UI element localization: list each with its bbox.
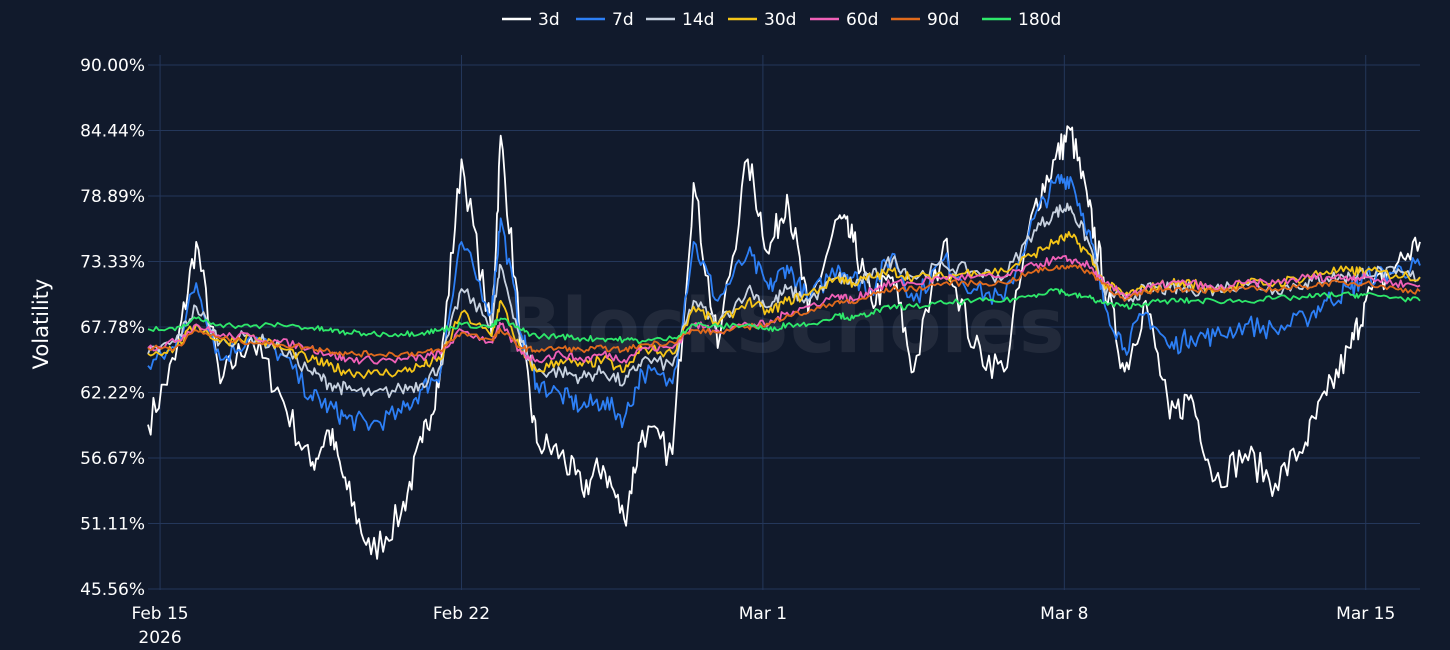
x-tick-label: Feb 15 <box>131 604 188 624</box>
y-tick-label: 78.89% <box>80 187 145 207</box>
series-lines <box>147 125 1421 560</box>
series-line-3d <box>147 125 1421 560</box>
series-line-60d <box>147 254 1421 365</box>
x-tick-label: Mar 8 <box>1040 604 1088 624</box>
legend-item-14d[interactable]: 14d <box>646 10 714 30</box>
legend-item-3d[interactable]: 3d <box>502 10 560 30</box>
legend-label: 180d <box>1018 10 1061 30</box>
y-tick-label: 62.22% <box>80 384 145 404</box>
x-tick-label: Feb 22 <box>433 604 490 624</box>
y-tick-label: 90.00% <box>80 56 145 76</box>
y-tick-label: 45.56% <box>80 580 145 600</box>
legend-label: 7d <box>612 10 634 30</box>
legend-label: 30d <box>764 10 796 30</box>
legend: 3d 7d 14d 30d 60d 90d 180d <box>502 10 1061 30</box>
x-tick-label: Mar 1 <box>739 604 787 624</box>
y-tick-label: 51.11% <box>80 515 145 535</box>
legend-label: 14d <box>682 10 714 30</box>
legend-label: 90d <box>927 10 959 30</box>
y-tick-label: 84.44% <box>80 122 145 142</box>
legend-item-7d[interactable]: 7d <box>576 10 634 30</box>
y-axis-ticks: 45.56% 51.11% 56.67% 62.22% 67.78% 73.33% 78.8… <box>80 56 145 600</box>
series-line-180d <box>147 288 1421 345</box>
legend-item-180d[interactable]: 180d <box>982 10 1061 30</box>
y-axis-label: Volatility <box>29 279 53 370</box>
legend-item-60d[interactable]: 60d <box>810 10 878 30</box>
series-line-7d <box>147 173 1421 432</box>
legend-item-30d[interactable]: 30d <box>728 10 796 30</box>
x-tick-label: Mar 15 <box>1336 604 1395 624</box>
y-tick-label: 56.67% <box>80 449 145 469</box>
y-tick-label: 67.78% <box>80 318 145 338</box>
series-line-30d <box>147 230 1421 380</box>
legend-label: 60d <box>846 10 878 30</box>
y-tick-label: 73.33% <box>80 253 145 273</box>
x-tick-year-label: 2026 <box>138 628 181 648</box>
legend-item-90d[interactable]: 90d <box>891 10 959 30</box>
x-axis-ticks: Feb 15 Feb 22 Mar 1 Mar 8 Mar 15 2026 <box>131 604 1395 648</box>
series-line-90d <box>147 264 1421 358</box>
legend-label: 3d <box>538 10 560 30</box>
